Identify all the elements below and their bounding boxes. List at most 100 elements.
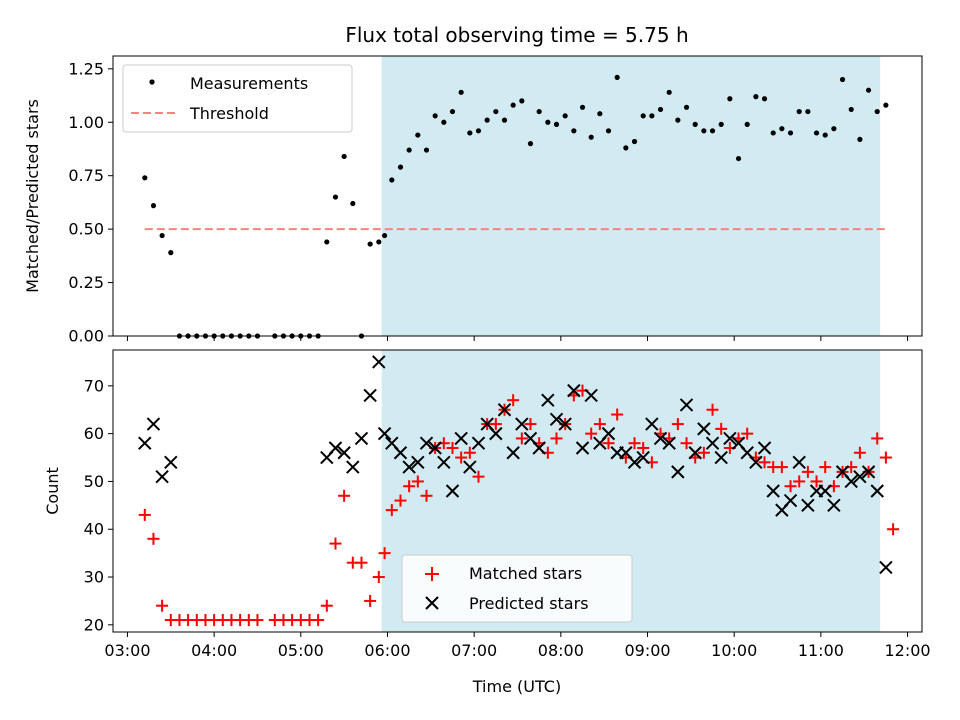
count-legend: Matched stars Predicted stars [401, 554, 633, 623]
y-tick-label: 30 [84, 568, 104, 587]
measurement-point [857, 136, 863, 142]
matched-star-point [853, 446, 866, 459]
x-axis-label: Time (UTC) [472, 677, 561, 696]
matched-star-point [775, 461, 788, 474]
predicted-star-point [766, 484, 780, 498]
matched-star-point [879, 451, 892, 464]
matched-star-point [364, 594, 377, 607]
y-tick-label: 1.00 [68, 113, 104, 132]
matched-star-point [628, 437, 641, 450]
measurement-point [588, 134, 594, 140]
measurement-point [376, 239, 382, 245]
measurement-point [562, 113, 568, 119]
predicted-star-point [532, 441, 546, 455]
ratio-legend: Measurements Threshold [122, 64, 353, 133]
predicted-star-point [679, 398, 694, 412]
matched-star-point [671, 418, 684, 431]
measurement-point [718, 121, 724, 127]
x-tick-label: 08:00 [538, 641, 584, 660]
measurement-point [874, 108, 880, 115]
measurement-point [675, 117, 681, 123]
matched-star-point [819, 461, 832, 474]
measurement-point [770, 130, 776, 136]
measurement-point [324, 239, 330, 245]
predicted-star-point [155, 469, 169, 484]
measurement-point [159, 232, 165, 239]
matched-star-point [420, 489, 433, 502]
x-tick-label: 09:00 [624, 641, 670, 660]
x-tick-label: 11:00 [798, 641, 844, 660]
measurement-point [406, 147, 412, 153]
measurement-point [142, 175, 148, 181]
measurement-point [545, 119, 551, 125]
predicted-star-point [402, 460, 416, 474]
matched-star-point [637, 441, 650, 454]
measurement-point [657, 106, 664, 113]
predicted-star-point [354, 431, 369, 446]
measurement-point [649, 113, 655, 119]
predicted-star-point [138, 436, 152, 450]
measurement-point [805, 108, 811, 115]
x-tick-label: 06:00 [364, 641, 410, 660]
predicted-star-point [419, 436, 434, 450]
predicted-star-point [749, 455, 763, 470]
matched-star-point [585, 427, 598, 440]
matched-star-point [355, 556, 368, 569]
measurement-point [831, 126, 837, 132]
predicted-star-point [377, 426, 392, 441]
count-panel: 20 30 40 50 60 70 03:00 04:00 05:00 06:00 07:00 08… [43, 349, 931, 660]
ratio-marks [142, 74, 889, 339]
measurement-point [332, 194, 339, 200]
matched-star-point [801, 465, 814, 478]
matched-star-point [793, 475, 806, 488]
predicted-star-point [558, 417, 572, 431]
matched-star-point [680, 437, 693, 450]
measurement-point [389, 177, 395, 183]
predicted-star-point [801, 498, 815, 513]
count-legend-box [401, 554, 633, 623]
predicted-star-point [645, 417, 659, 431]
count-y-ticks: 20 30 40 50 60 70 [84, 376, 113, 634]
legend-predicted-label: Predicted stars [469, 594, 589, 613]
predicted-star-point [328, 441, 343, 455]
measurement-point [441, 119, 447, 125]
predicted-star-point [346, 460, 360, 474]
measurement-point [848, 106, 854, 113]
matched-star-point [463, 446, 476, 459]
matched-star-point [507, 394, 520, 407]
measurement-point [519, 98, 525, 104]
measurement-point [631, 138, 638, 145]
measurement-point [779, 126, 785, 132]
predicted-star-point [671, 465, 685, 479]
predicted-star-point [792, 455, 806, 470]
predicted-star-point [705, 436, 720, 450]
observing-window-shade [381, 56, 881, 336]
predicted-star-point [445, 484, 460, 498]
predicted-star-point [549, 412, 564, 427]
matched-star-point [550, 432, 563, 445]
measurement-point [796, 108, 802, 115]
predicted-star-point [164, 455, 178, 470]
matched-star-point [156, 599, 169, 612]
predicted-star-point [723, 431, 737, 446]
matched-star-point [871, 432, 884, 445]
measurement-point [822, 132, 828, 138]
measurement-point [605, 128, 612, 134]
predicted-star-point [584, 388, 598, 403]
measurement-point [865, 87, 872, 93]
y-tick-label: 0.25 [68, 273, 104, 292]
x-tick-label: 05:00 [278, 641, 324, 660]
measurement-point [527, 141, 534, 147]
matched-star-point [411, 475, 424, 488]
matched-star-point [138, 508, 151, 521]
y-tick-label: 50 [84, 472, 104, 491]
matched-star-point [472, 470, 485, 483]
x-tick-label: 12:00 [884, 641, 930, 660]
measurement-point [397, 164, 404, 170]
y-tick-label: 1.25 [68, 59, 104, 78]
predicted-star-point [861, 465, 876, 479]
measurement-point [701, 128, 707, 134]
matched-star-point [372, 571, 385, 584]
legend-predicted-marker [425, 596, 439, 610]
matched-star-point [697, 446, 710, 459]
